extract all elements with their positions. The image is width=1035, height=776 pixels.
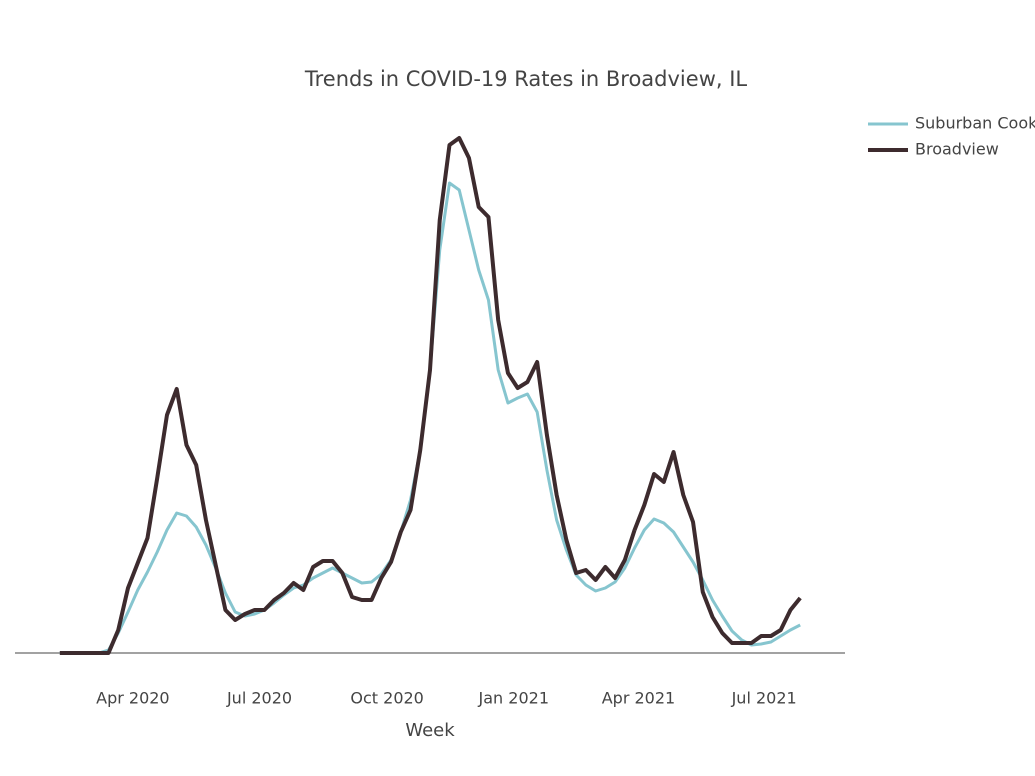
series-line — [59, 136, 802, 655]
legend-label: Broadview — [915, 140, 999, 159]
x-tick-label: Jul 2020 — [226, 689, 292, 708]
x-tick-label: Jul 2021 — [731, 689, 797, 708]
x-tick-label: Apr 2020 — [96, 689, 169, 708]
x-axis-label: Week — [405, 720, 455, 741]
series-line — [59, 181, 801, 655]
legend-label: Suburban Cook — [915, 114, 1035, 133]
x-tick-label: Jan 2021 — [478, 689, 549, 708]
chart-title: Trends in COVID-19 Rates in Broadview, I… — [304, 67, 748, 91]
x-tick-label: Apr 2021 — [602, 689, 675, 708]
x-tick-label: Oct 2020 — [350, 689, 423, 708]
